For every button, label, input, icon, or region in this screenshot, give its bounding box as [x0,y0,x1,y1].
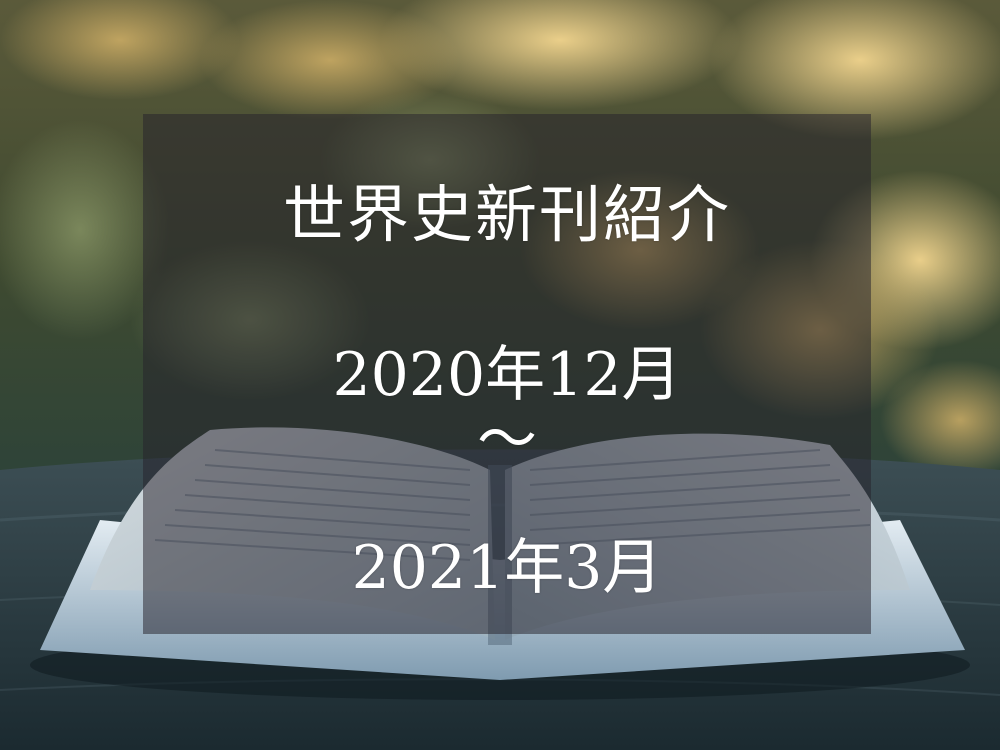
title-end-date: 2021年3月 [351,533,663,603]
title-range-separator: ～ [477,405,537,475]
title-overlay-panel: 世界史新刊紹介 2020年12月 ～ 2021年3月 [143,114,871,634]
title-start-date: 2020年12月 [332,340,682,410]
title-heading: 世界史新刊紹介 [282,178,731,251]
